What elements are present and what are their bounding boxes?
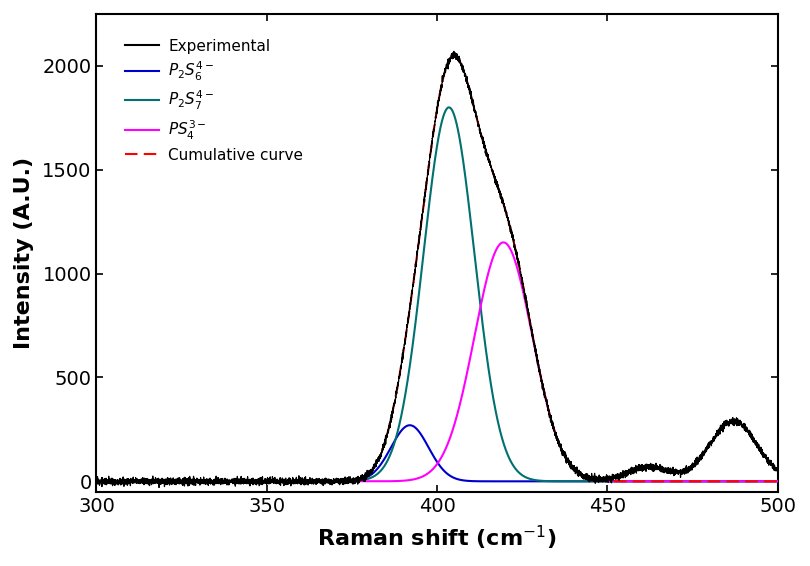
X-axis label: Raman shift (cm$^{-1}$): Raman shift (cm$^{-1}$): [318, 524, 556, 552]
Y-axis label: Intensity (A.U.): Intensity (A.U.): [14, 157, 34, 349]
Legend: Experimental, $P_2S_6^{4-}$, $P_2S_7^{4-}$, $PS_4^{3-}$, Cumulative curve: Experimental, $P_2S_6^{4-}$, $P_2S_7^{4-…: [117, 31, 311, 170]
